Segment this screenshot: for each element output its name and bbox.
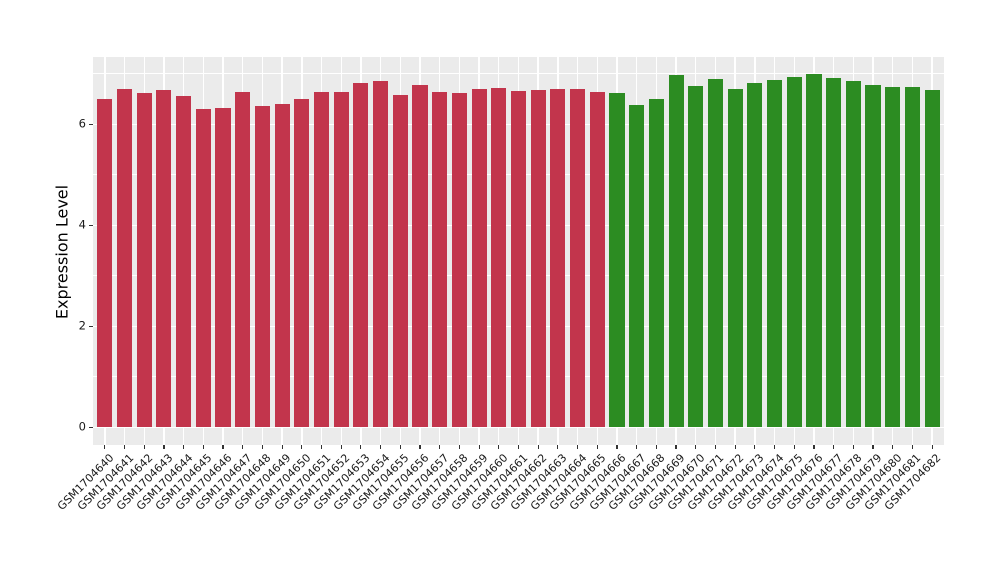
x-tick — [537, 445, 539, 449]
x-tick — [360, 445, 362, 449]
bar — [412, 85, 428, 428]
x-tick — [123, 445, 126, 449]
bar — [727, 88, 743, 428]
x-tick — [183, 445, 185, 449]
bar — [865, 84, 881, 428]
x-tick — [380, 445, 382, 449]
x-tick — [852, 445, 854, 449]
plot-panel — [93, 57, 944, 445]
y-tick — [89, 224, 93, 226]
bar — [333, 92, 349, 428]
x-tick — [517, 445, 520, 449]
bar — [235, 92, 251, 428]
x-tick — [833, 445, 835, 449]
y-tick-label: 6 — [78, 116, 86, 131]
bar — [510, 90, 527, 428]
x-tick — [202, 445, 204, 449]
x-tick — [242, 445, 244, 449]
x-tick — [616, 445, 618, 449]
bar — [471, 88, 487, 428]
bar — [707, 79, 724, 428]
bar — [136, 93, 152, 428]
bar — [747, 83, 763, 428]
bar — [806, 74, 822, 428]
x-tick — [222, 445, 224, 449]
x-tick — [419, 445, 421, 449]
x-tick — [636, 445, 638, 449]
x-tick — [320, 445, 323, 449]
y-axis-title-text: Expression Level — [52, 184, 72, 320]
bar — [491, 87, 507, 428]
x-tick — [163, 445, 165, 449]
x-tick — [596, 445, 598, 449]
bar — [688, 85, 704, 428]
x-tick — [695, 445, 697, 449]
x-tick — [104, 445, 106, 449]
y-tick-label: 2 — [78, 318, 86, 333]
bar — [353, 83, 369, 428]
bar — [451, 93, 467, 428]
bar — [629, 105, 645, 428]
x-tick — [675, 445, 677, 449]
x-tick — [557, 445, 559, 449]
x-tick — [872, 445, 874, 449]
bar — [550, 88, 566, 428]
bar — [97, 98, 113, 428]
bar — [156, 90, 172, 428]
x-tick — [892, 445, 894, 449]
bar — [432, 92, 448, 428]
bar — [924, 90, 940, 428]
bar — [215, 108, 231, 428]
y-tick — [89, 123, 93, 125]
x-tick — [911, 445, 914, 449]
x-tick — [714, 445, 717, 449]
bar — [294, 99, 310, 428]
x-tick — [143, 445, 145, 449]
bar — [313, 92, 330, 428]
x-tick — [281, 445, 283, 449]
bar — [904, 86, 921, 428]
bar — [767, 79, 783, 428]
x-tick — [439, 445, 441, 449]
bar — [570, 89, 586, 428]
x-tick — [478, 445, 480, 449]
x-tick — [261, 445, 263, 449]
bar — [274, 103, 290, 428]
x-tick — [399, 445, 401, 449]
bar — [116, 89, 133, 428]
bar — [885, 87, 901, 428]
x-tick — [498, 445, 500, 449]
bar — [195, 109, 211, 428]
x-tick — [931, 445, 933, 449]
y-tick-label: 4 — [78, 217, 86, 232]
x-tick — [458, 445, 460, 449]
x-tick — [576, 445, 579, 449]
bar — [373, 80, 389, 428]
y-tick-label: 0 — [78, 419, 86, 434]
x-tick — [301, 445, 303, 449]
x-tick — [773, 445, 776, 449]
bar — [668, 75, 684, 428]
x-tick — [754, 445, 756, 449]
x-tick — [793, 445, 795, 449]
bar — [589, 91, 605, 428]
bar — [392, 94, 408, 428]
bar — [530, 90, 546, 428]
bar — [786, 77, 802, 428]
y-tick — [89, 426, 93, 428]
bar — [845, 81, 861, 428]
x-tick — [734, 445, 736, 449]
x-tick — [340, 445, 342, 449]
x-tick — [655, 445, 657, 449]
bar — [826, 78, 842, 428]
bar — [254, 106, 270, 428]
bar — [176, 95, 192, 428]
bar — [609, 92, 625, 428]
bar — [648, 99, 664, 428]
y-tick — [89, 325, 93, 327]
x-tick — [813, 445, 815, 449]
